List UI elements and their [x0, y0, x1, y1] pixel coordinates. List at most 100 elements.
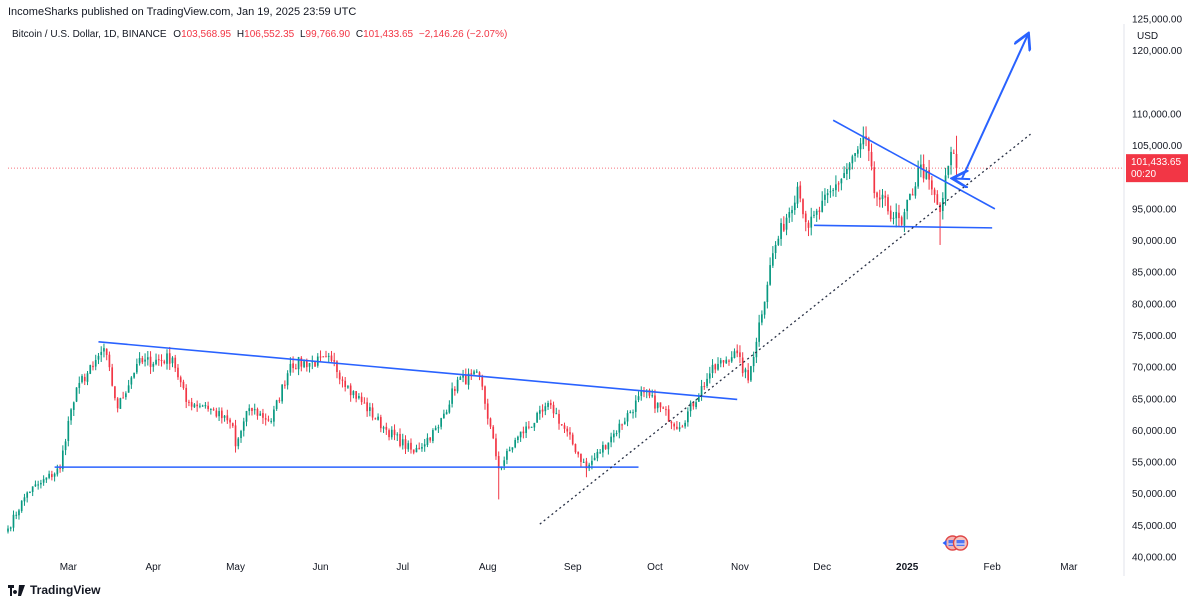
candle-body — [824, 194, 826, 200]
candle-body — [508, 449, 511, 452]
candle-body — [854, 153, 856, 156]
dotted_trendline-drawing[interactable] — [539, 133, 1031, 525]
candle-body — [256, 408, 259, 416]
candle-body — [462, 374, 464, 378]
candle-body — [577, 451, 580, 455]
time-axis[interactable]: Mar Apr May Jun Jul Aug Sep Oct Nov Dec 2025 Feb Mar — [60, 562, 1078, 573]
price-axis[interactable]: USD 125,000.00 120,000.00 110,000.00 105,00… — [1132, 14, 1182, 563]
candle-body — [920, 164, 922, 170]
candle-body — [108, 354, 111, 368]
candle-body — [327, 355, 330, 357]
price-tick-label: 75,000.00 — [1132, 331, 1177, 342]
candle-body — [528, 426, 530, 428]
candle-body — [61, 450, 64, 469]
candle-body — [429, 437, 432, 441]
candle-body — [240, 430, 242, 439]
candle-body — [900, 217, 903, 225]
candle-body — [563, 425, 566, 429]
candle-body — [171, 357, 174, 364]
candle-body — [758, 322, 760, 342]
candle-body — [56, 468, 59, 475]
high-label: H — [236, 29, 245, 40]
candle-body — [245, 411, 248, 422]
candle-body — [637, 396, 640, 400]
candle-body — [766, 284, 769, 302]
candle-body — [399, 434, 401, 447]
tradingview-brand[interactable]: TradingView — [8, 583, 100, 597]
candle-body — [511, 447, 514, 450]
candle-body — [815, 210, 818, 215]
candle-body — [835, 184, 837, 191]
time-tick-label: Aug — [479, 562, 497, 573]
trendline-drawing[interactable] — [832, 119, 996, 210]
candle-body — [580, 453, 582, 462]
candle-body — [678, 427, 681, 430]
candle-body — [615, 433, 618, 435]
candle-body — [259, 413, 262, 416]
candle-body — [782, 223, 785, 231]
candle-body — [591, 460, 593, 465]
candle-body — [632, 412, 634, 414]
candle-body — [473, 371, 475, 375]
event-flag-pointer-icon — [942, 540, 947, 546]
candle-body — [390, 429, 393, 438]
candle-body — [215, 410, 218, 417]
price-axis-currency: USD — [1137, 31, 1158, 42]
candle-body — [440, 418, 442, 427]
candle-body — [125, 393, 127, 398]
candle-body — [714, 364, 717, 370]
candle-body — [862, 136, 865, 145]
candle-body — [930, 180, 933, 190]
candle-body — [297, 357, 300, 370]
candle-body — [188, 401, 190, 403]
candle-body — [791, 209, 793, 214]
candle-body — [736, 350, 739, 354]
candle-body — [111, 367, 114, 386]
event-flag-icon[interactable] — [952, 535, 969, 551]
drawings[interactable] — [54, 35, 1031, 525]
candle-body — [708, 373, 711, 379]
trendline-drawing[interactable] — [98, 341, 738, 401]
candle-body — [363, 402, 366, 404]
candle-body — [199, 405, 201, 407]
horizontal-drawing[interactable] — [813, 224, 993, 229]
candle-body — [903, 212, 906, 226]
price-tick-label: 50,000.00 — [1132, 489, 1177, 500]
candle-body — [358, 395, 360, 399]
candle-body — [566, 428, 569, 432]
candle-body — [34, 484, 37, 487]
candle-body — [544, 406, 547, 412]
candle-body — [284, 384, 286, 386]
candle-body — [936, 194, 939, 205]
candle-body — [83, 376, 86, 382]
candle-body — [892, 217, 895, 219]
time-tick-label: Apr — [146, 562, 162, 573]
candle-body — [349, 385, 352, 396]
current-price-tag-countdown: 00:20 — [1131, 169, 1156, 180]
candle-body — [114, 386, 116, 399]
publisher-line: IncomeSharks published on TradingView.co… — [8, 6, 357, 18]
candle-body — [119, 398, 122, 409]
candle-body — [229, 419, 231, 423]
candle-body — [470, 373, 473, 375]
candle-body — [51, 474, 53, 478]
candle-body — [889, 210, 892, 220]
candle-body — [906, 199, 909, 212]
candle-body — [303, 361, 305, 368]
candle-body — [448, 404, 451, 413]
arrow-drawing[interactable] — [961, 35, 1028, 179]
candle-body — [18, 510, 20, 516]
candle-body — [248, 408, 251, 411]
candle-body — [785, 217, 788, 230]
candle-body — [492, 426, 495, 439]
event-markers[interactable] — [942, 535, 969, 551]
candle-body — [780, 223, 782, 239]
arrow-drawing[interactable] — [954, 178, 971, 179]
candle-body — [621, 424, 623, 426]
candle-body — [744, 369, 747, 373]
candle-body — [464, 375, 467, 385]
candle-body — [807, 222, 810, 228]
candle-body — [684, 422, 686, 427]
candle-body — [522, 431, 525, 434]
